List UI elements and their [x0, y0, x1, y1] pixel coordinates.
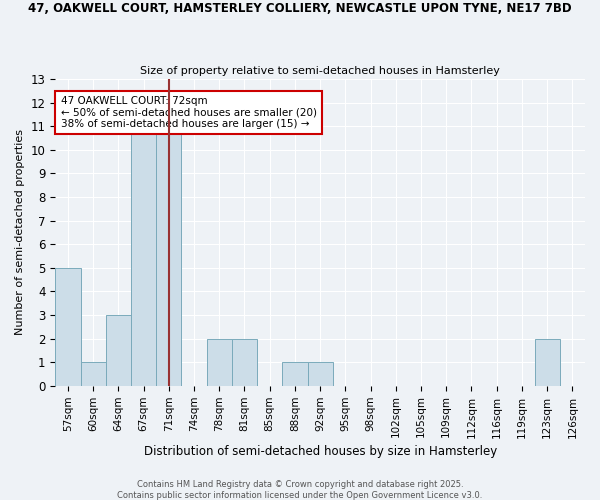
Bar — [206, 338, 232, 386]
Text: 47 OAKWELL COURT: 72sqm
← 50% of semi-detached houses are smaller (20)
38% of se: 47 OAKWELL COURT: 72sqm ← 50% of semi-de… — [61, 96, 317, 129]
Bar — [55, 268, 80, 386]
Text: 47, OAKWELL COURT, HAMSTERLEY COLLIERY, NEWCASTLE UPON TYNE, NE17 7BD: 47, OAKWELL COURT, HAMSTERLEY COLLIERY, … — [28, 2, 572, 16]
Bar — [535, 338, 560, 386]
X-axis label: Distribution of semi-detached houses by size in Hamsterley: Distribution of semi-detached houses by … — [143, 444, 497, 458]
Bar — [156, 126, 181, 386]
Bar — [106, 315, 131, 386]
Y-axis label: Number of semi-detached properties: Number of semi-detached properties — [15, 130, 25, 336]
Bar — [283, 362, 308, 386]
Bar — [131, 126, 156, 386]
Text: Contains HM Land Registry data © Crown copyright and database right 2025.
Contai: Contains HM Land Registry data © Crown c… — [118, 480, 482, 500]
Bar — [308, 362, 333, 386]
Title: Size of property relative to semi-detached houses in Hamsterley: Size of property relative to semi-detach… — [140, 66, 500, 76]
Bar — [232, 338, 257, 386]
Bar — [80, 362, 106, 386]
